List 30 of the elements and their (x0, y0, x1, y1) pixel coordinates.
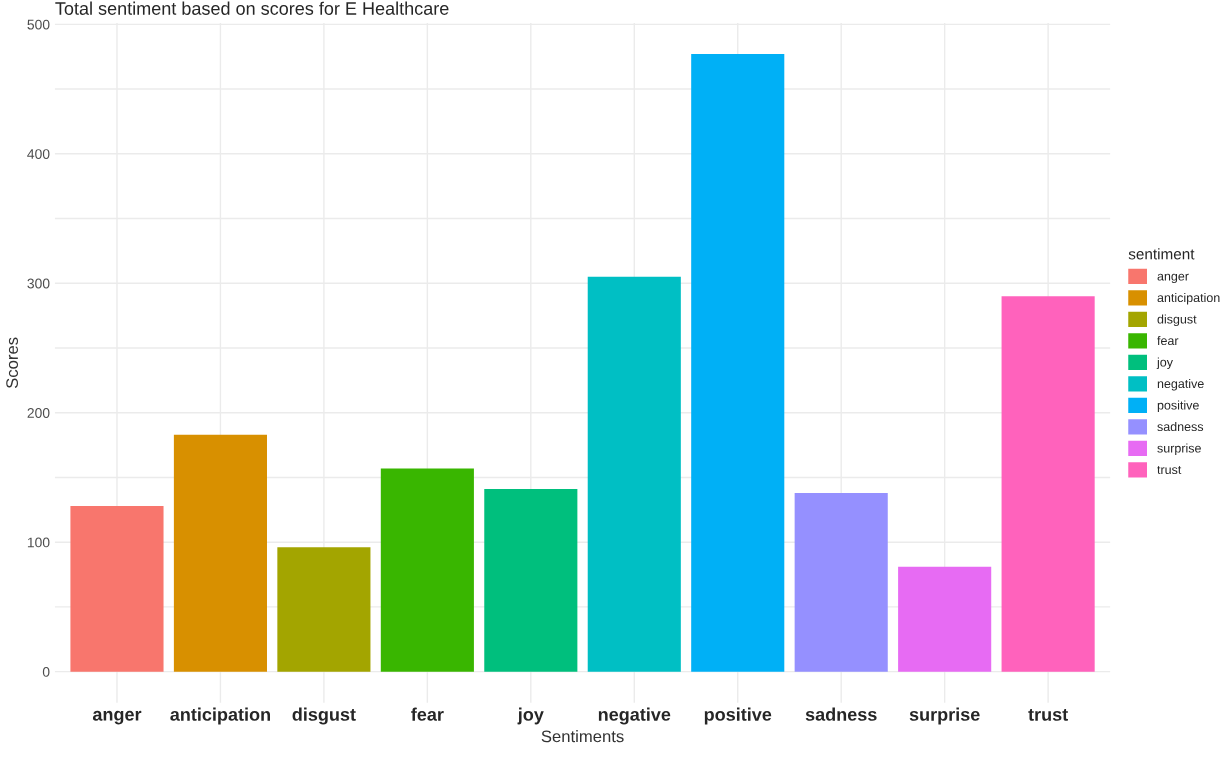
legend-label: positive (1157, 400, 1199, 413)
y-tick-label: 0 (42, 666, 50, 677)
legend-label: fear (1157, 335, 1179, 346)
x-axis-title: Sentiments (541, 730, 624, 743)
x-tick-label: fear (411, 707, 444, 721)
legend-label: negative (1157, 378, 1204, 391)
legend-title: sentiment (1128, 248, 1195, 260)
x-tick-label: negative (598, 707, 671, 725)
y-tick-label: 400 (27, 149, 50, 159)
y-tick-label: 200 (27, 408, 50, 418)
y-tick-label: 100 (27, 537, 50, 548)
x-tick-label: sadness (805, 707, 877, 721)
legend-label: trust (1157, 465, 1182, 475)
legend-label: sadness (1157, 421, 1204, 432)
legend-label: anticipation (1157, 292, 1220, 305)
x-tick-label: positive (704, 707, 772, 725)
x-tick-label: disgust (292, 707, 356, 725)
legend-label: disgust (1157, 314, 1197, 327)
x-tick-label: surprise (909, 707, 980, 725)
chart-title: Total sentiment based on scores for E Healthcare (55, 1, 449, 15)
y-tick-label: 300 (27, 278, 50, 289)
x-tick-label: trust (1028, 708, 1068, 721)
y-tick-label: 500 (27, 19, 50, 30)
x-tick-label: anticipation (170, 707, 270, 725)
y-axis-title: Scores (6, 337, 19, 389)
legend-label: anger (1157, 273, 1189, 284)
legend-label: joy (1156, 357, 1173, 370)
x-tick-label: joy (517, 707, 544, 725)
x-tick-label: anger (92, 710, 142, 725)
legend-label: surprise (1157, 443, 1201, 456)
